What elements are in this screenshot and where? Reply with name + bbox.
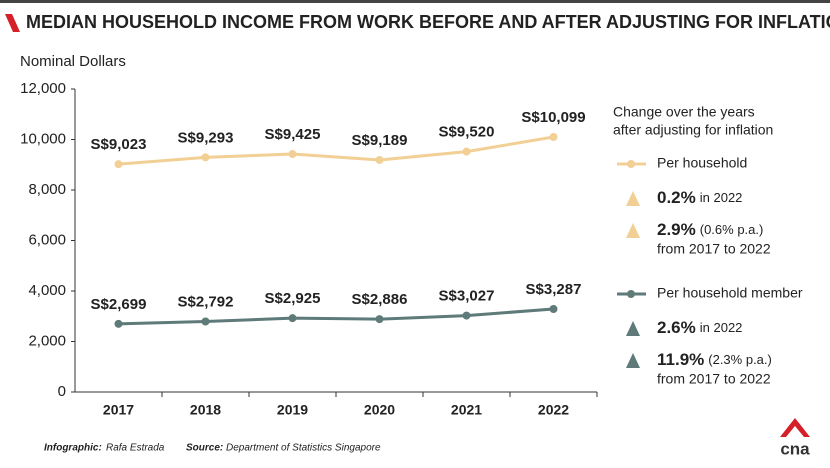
point [201,317,210,326]
source-label: Source: [186,443,223,454]
point [114,319,123,328]
chart-title: MEDIAN HOUSEHOLD INCOME FROM WORK BEFORE… [26,12,830,32]
source: Department of Statistics Singapore [226,443,381,454]
data-label: S$9,293 [178,129,234,146]
data-label: S$9,425 [265,126,321,143]
point [462,311,471,320]
credit-label: Infographic: [44,443,102,454]
point [375,155,384,164]
title-icon [5,14,20,32]
series-line [118,135,554,166]
y-tick-label: 8,000 [28,181,66,198]
legend-marker [627,290,635,298]
point [201,153,210,162]
data-label: S$2,792 [178,293,234,310]
change-text: 0.2% in 2022 [657,188,742,207]
y-axis-label: Nominal Dollars [20,53,126,70]
change-text: 2.6% in 2022 [657,318,742,337]
point [288,314,297,323]
change-value: 11.9% [657,350,704,369]
data-label: S$2,886 [352,291,408,308]
x-tick-label: 2020 [364,402,395,418]
legend-title: Change over the years [613,104,755,120]
y-tick-label: 2,000 [28,332,66,349]
logo: cna [780,439,810,458]
change-value: 0.2% [657,188,696,207]
data-label: S$10,099 [521,109,585,126]
data-label: S$2,925 [265,290,321,307]
change-note: (2.3% p.a.) [708,352,772,367]
series-line [118,307,554,326]
change-triangle [626,191,640,206]
data-label: S$3,287 [526,281,582,298]
x-tick-label: 2017 [103,402,134,418]
top-bar [0,0,830,3]
x-tick-label: 2018 [190,402,221,418]
point [114,160,123,169]
change-period: in 2022 [700,320,743,335]
change-value: 2.9% [657,220,696,239]
y-tick-label: 0 [58,383,66,400]
change-triangle [626,353,640,368]
data-label: S$9,023 [91,136,147,153]
point [375,315,384,324]
data-label: S$9,520 [439,124,495,141]
legend-label: Per household member [657,285,803,301]
data-label: S$3,027 [439,288,495,305]
change-text: 2.9% (0.6% p.a.) [657,220,763,239]
x-tick-label: 2022 [538,402,569,418]
change-triangle [626,321,640,336]
point [288,150,297,159]
y-tick-label: 4,000 [28,282,66,299]
point [462,147,471,156]
change-period: from 2017 to 2022 [657,241,771,257]
y-tick-label: 12,000 [20,80,66,97]
data-label: S$9,189 [352,132,408,149]
credit: Rafa Estrada [106,443,165,454]
legend-title: after adjusting for inflation [613,122,773,138]
legend-label: Per household [657,155,747,171]
x-tick-label: 2021 [451,402,482,418]
change-text: 11.9% (2.3% p.a.) [657,350,772,369]
change-triangle [626,223,640,238]
point [549,305,558,314]
change-note: (0.6% p.a.) [700,222,764,237]
legend-marker [627,160,635,168]
logo-mark [780,418,810,437]
change-period: from 2017 to 2022 [657,371,771,387]
y-tick-label: 6,000 [28,231,66,248]
change-value: 2.6% [657,318,696,337]
x-tick-label: 2019 [277,402,308,418]
change-period: in 2022 [700,190,743,205]
data-label: S$2,699 [91,296,147,313]
point [549,133,558,142]
y-tick-label: 10,000 [20,130,66,147]
